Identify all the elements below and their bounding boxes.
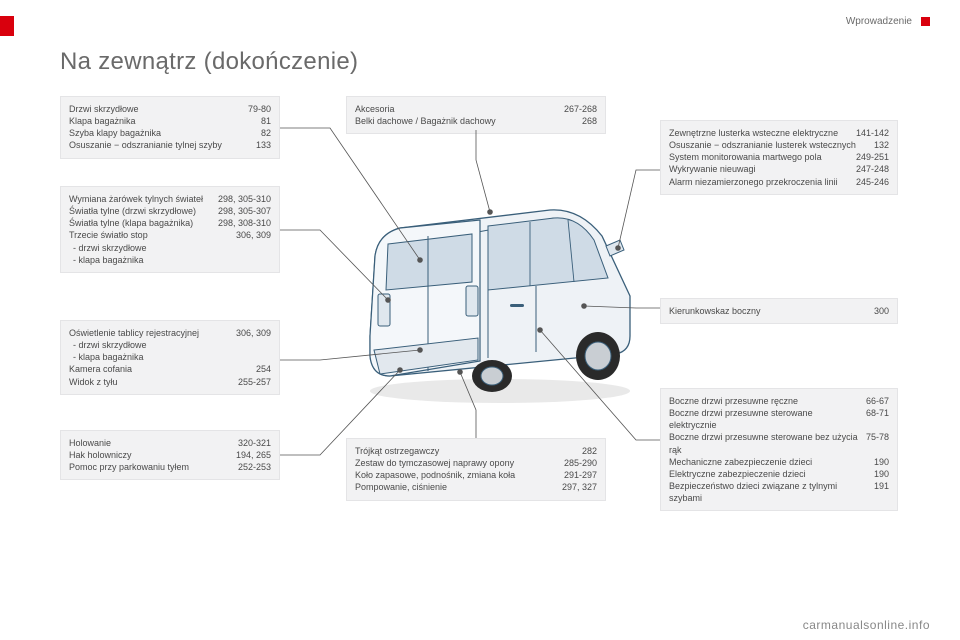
- label: Alarm niezamierzonego przekroczenia lini…: [669, 176, 856, 188]
- pages: 190: [874, 468, 889, 480]
- pages: 133: [256, 139, 271, 151]
- section-name: Wprowadzenie: [846, 16, 912, 27]
- section-marker: [921, 17, 930, 26]
- label: Wymiana żarówek tylnych świateł: [69, 193, 218, 205]
- label: Mechaniczne zabezpieczenie dzieci: [669, 456, 874, 468]
- pages: 320-321: [238, 437, 271, 449]
- pages: 81: [261, 115, 271, 127]
- pages: 255-257: [238, 376, 271, 388]
- label: Oświetlenie tablicy rejestracyjnej: [69, 327, 236, 339]
- pages: 82: [261, 127, 271, 139]
- label: Klapa bagażnika: [69, 115, 261, 127]
- left-red-bar: [0, 16, 14, 36]
- bullet: drzwi skrzydłowe: [69, 339, 271, 351]
- box-doors-tailgate: Drzwi skrzydłowe79-80 Klapa bagażnika81 …: [60, 96, 280, 159]
- label: Trójkąt ostrzegawczy: [355, 445, 582, 457]
- label: Kierunkowskaz boczny: [669, 305, 874, 317]
- label: Szyba klapy bagażnika: [69, 127, 261, 139]
- label: Boczne drzwi przesuwne sterowane bez uży…: [669, 431, 866, 455]
- label: Osuszanie − odszranianie tylnej szyby: [69, 139, 256, 151]
- pages: 254: [256, 363, 271, 375]
- label: Elektryczne zabezpieczenie dzieci: [669, 468, 874, 480]
- pages: 252-253: [238, 461, 271, 473]
- box-towing: Holowanie320-321 Hak holowniczy194, 265 …: [60, 430, 280, 480]
- box-accessories: Akcesoria267-268 Belki dachowe / Bagażni…: [346, 96, 606, 134]
- bullet: klapa bagażnika: [69, 254, 271, 266]
- pages: 249-251: [856, 151, 889, 163]
- label: System monitorowania martwego pola: [669, 151, 856, 163]
- label: Widok z tyłu: [69, 376, 238, 388]
- pages: 268: [582, 115, 597, 127]
- box-sliding-doors: Boczne drzwi przesuwne ręczne66-67 Boczn…: [660, 388, 898, 511]
- vehicle-illustration: [330, 186, 650, 416]
- bullet: drzwi skrzydłowe: [69, 242, 271, 254]
- label: Zewnętrzne lusterka wsteczne elektryczne: [669, 127, 856, 139]
- pages: 291-297: [564, 469, 597, 481]
- pages: 300: [874, 305, 889, 317]
- label: Hak holowniczy: [69, 449, 236, 461]
- pages: 190: [874, 456, 889, 468]
- label: Drzwi skrzydłowe: [69, 103, 248, 115]
- pages: 141-142: [856, 127, 889, 139]
- pages: 282: [582, 445, 597, 457]
- watermark: carmanualsonline.info: [803, 618, 930, 632]
- label: Belki dachowe / Bagażnik dachowy: [355, 115, 582, 127]
- label: Zestaw do tymczasowej naprawy opony: [355, 457, 564, 469]
- pages: 66-67: [866, 395, 889, 407]
- pages: 285-290: [564, 457, 597, 469]
- pages: 68-71: [866, 407, 889, 431]
- page-title: Na zewnątrz (dokończenie): [60, 48, 358, 76]
- label: Koło zapasowe, podnośnik, zmiana koła: [355, 469, 564, 481]
- label: Trzecie światło stop: [69, 229, 236, 241]
- label: Światła tylne (klapa bagażnika): [69, 217, 218, 229]
- label: Osuszanie − odszranianie lusterek wstecz…: [669, 139, 874, 151]
- label: Akcesoria: [355, 103, 564, 115]
- box-spare-tools: Trójkąt ostrzegawczy282 Zestaw do tymcza…: [346, 438, 606, 501]
- pages: 298, 305-310: [218, 193, 271, 205]
- pages: 132: [874, 139, 889, 151]
- pages: 306, 309: [236, 327, 271, 339]
- label: Boczne drzwi przesuwne ręczne: [669, 395, 866, 407]
- label: Pomoc przy parkowaniu tyłem: [69, 461, 238, 473]
- label: Kamera cofania: [69, 363, 256, 375]
- box-mirrors-systems: Zewnętrzne lusterka wsteczne elektryczne…: [660, 120, 898, 195]
- pages: 297, 327: [562, 481, 597, 493]
- pages: 247-248: [856, 163, 889, 175]
- label: Pompowanie, ciśnienie: [355, 481, 562, 493]
- label: Światła tylne (drzwi skrzydłowe): [69, 205, 218, 217]
- box-side-indicator: Kierunkowskaz boczny300: [660, 298, 898, 324]
- pages: 267-268: [564, 103, 597, 115]
- pages: 245-246: [856, 176, 889, 188]
- pages: 298, 308-310: [218, 217, 271, 229]
- label: Holowanie: [69, 437, 238, 449]
- bullet: klapa bagażnika: [69, 351, 271, 363]
- label: Boczne drzwi przesuwne sterowane elektry…: [669, 407, 866, 431]
- pages: 75-78: [866, 431, 889, 455]
- label: Bezpieczeństwo dzieci związane z tylnymi…: [669, 480, 874, 504]
- label: Wykrywanie nieuwagi: [669, 163, 856, 175]
- box-rear-lights: Wymiana żarówek tylnych świateł298, 305-…: [60, 186, 280, 273]
- pages: 79-80: [248, 103, 271, 115]
- pages: 194, 265: [236, 449, 271, 461]
- pages: 298, 305-307: [218, 205, 271, 217]
- pages: 191: [874, 480, 889, 504]
- box-plate-camera: Oświetlenie tablicy rejestracyjnej306, 3…: [60, 320, 280, 395]
- pages: 306, 309: [236, 229, 271, 241]
